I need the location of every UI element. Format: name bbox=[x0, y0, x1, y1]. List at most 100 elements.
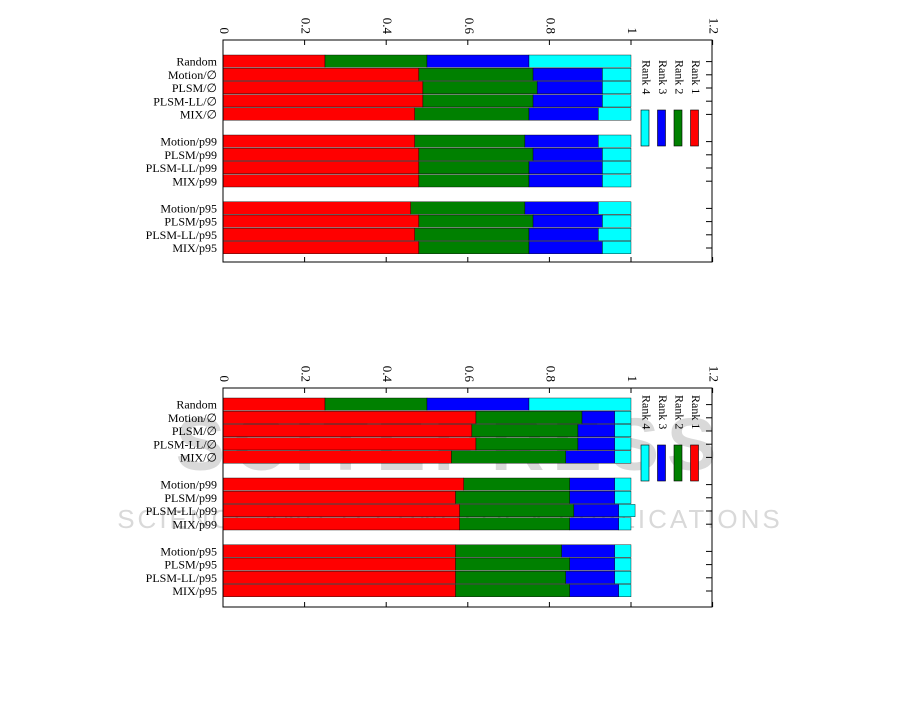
bar-rank-4-8 bbox=[618, 504, 636, 517]
x-tick-label: 0.6 bbox=[462, 366, 477, 383]
bar-rank-1-5 bbox=[222, 107, 415, 121]
bar-rank-1-10 bbox=[222, 201, 411, 215]
bar-rank-3-4 bbox=[532, 94, 603, 108]
bar-rank-2-11 bbox=[418, 214, 534, 228]
bar-rank-2-7 bbox=[418, 147, 534, 161]
bar-rank-1-7 bbox=[222, 147, 420, 161]
bar-rank-4-9 bbox=[618, 517, 632, 531]
bar-rank-3-9 bbox=[528, 174, 603, 188]
category-label: Random bbox=[176, 398, 217, 412]
bar-rank-4-7 bbox=[602, 147, 632, 161]
category-label: MIX/p95 bbox=[172, 241, 217, 255]
bar-rank-3-10 bbox=[524, 201, 599, 215]
x-tick-label: 0 bbox=[217, 376, 232, 383]
bar-rank-2-1 bbox=[324, 54, 428, 68]
bar-rank-2-9 bbox=[459, 517, 571, 531]
legend-label: Rank 4 bbox=[639, 395, 653, 429]
bar-rank-3-1 bbox=[426, 397, 530, 411]
category-label: MIX/p95 bbox=[172, 584, 217, 598]
bar-rank-1-9 bbox=[222, 174, 420, 188]
bar-rank-3-8 bbox=[573, 504, 619, 517]
bar-rank-1-3 bbox=[222, 81, 424, 95]
bar-rank-4-1 bbox=[528, 54, 632, 68]
category-label: Motion/p95 bbox=[160, 545, 217, 559]
category-label: PLSM/p95 bbox=[164, 558, 217, 572]
bar-rank-2-12 bbox=[455, 571, 566, 584]
bar-rank-4-10 bbox=[614, 544, 632, 558]
bar-rank-2-10 bbox=[455, 544, 562, 558]
category-label: PLSM-LL/∅ bbox=[153, 94, 217, 108]
bar-rank-1-12 bbox=[222, 571, 456, 584]
x-tick-label: 0 bbox=[217, 28, 232, 35]
category-label: PLSM/∅ bbox=[172, 424, 217, 438]
legend-label: Rank 3 bbox=[656, 395, 670, 429]
bar-rank-3-12 bbox=[565, 571, 615, 584]
bar-rank-1-2 bbox=[222, 67, 420, 81]
bar-rank-3-10 bbox=[561, 544, 615, 558]
category-label: PLSM-LL/p99 bbox=[146, 161, 217, 175]
category-label: PLSM/p99 bbox=[164, 148, 217, 162]
bar-rank-4-11 bbox=[614, 557, 632, 571]
bar-rank-2-10 bbox=[410, 201, 526, 215]
bar-rank-1-5 bbox=[222, 450, 452, 464]
bar-rank-2-11 bbox=[455, 557, 570, 571]
category-label: PLSM-LL/∅ bbox=[153, 437, 217, 451]
legend-label: Rank 4 bbox=[639, 60, 653, 94]
bar-rank-2-3 bbox=[471, 424, 579, 437]
bar-rank-3-6 bbox=[524, 134, 599, 148]
bar-rank-1-8 bbox=[222, 161, 420, 174]
bar-rank-1-12 bbox=[222, 227, 415, 241]
bar-rank-4-5 bbox=[614, 450, 632, 464]
bar-rank-1-9 bbox=[222, 517, 460, 531]
bar-rank-2-8 bbox=[459, 504, 575, 517]
bar-rank-3-5 bbox=[565, 450, 615, 464]
x-tick-label: 1.2 bbox=[707, 366, 722, 382]
legend-swatch bbox=[690, 109, 699, 147]
legend-swatch bbox=[657, 109, 666, 147]
bar-rank-4-4 bbox=[602, 94, 632, 108]
x-tick-label: 0.6 bbox=[462, 18, 477, 35]
legend-swatch bbox=[673, 444, 683, 482]
bar-rank-3-13 bbox=[528, 241, 603, 254]
bar-rank-3-11 bbox=[532, 214, 603, 228]
bar-rank-4-13 bbox=[602, 241, 632, 254]
x-tick-label: 1.2 bbox=[707, 18, 722, 34]
x-tick-label: 1 bbox=[625, 28, 640, 35]
bar-rank-4-13 bbox=[618, 584, 632, 598]
bar-rank-2-6 bbox=[414, 134, 526, 148]
category-label: Motion/∅ bbox=[168, 68, 217, 82]
category-label: PLSM-LL/p95 bbox=[146, 571, 217, 585]
bar-rank-3-2 bbox=[581, 411, 615, 424]
bar-rank-2-6 bbox=[463, 477, 571, 491]
bar-rank-4-5 bbox=[598, 107, 632, 121]
bar-rank-1-11 bbox=[222, 557, 456, 571]
legend-label: Rank 1 bbox=[689, 60, 703, 94]
legend-label: Rank 3 bbox=[656, 60, 670, 94]
bar-rank-1-7 bbox=[222, 491, 456, 504]
x-tick-label: 0.2 bbox=[299, 366, 314, 382]
category-label: Motion/p99 bbox=[160, 135, 217, 149]
bar-rank-2-9 bbox=[418, 174, 530, 188]
bar-rank-1-6 bbox=[222, 134, 415, 148]
category-label: PLSM/p95 bbox=[164, 215, 217, 229]
bar-rank-2-13 bbox=[455, 584, 570, 598]
category-label: Motion/p95 bbox=[160, 202, 217, 216]
category-label: Motion/∅ bbox=[168, 411, 217, 425]
bar-rank-4-9 bbox=[602, 174, 632, 188]
x-tick-label: 0.8 bbox=[543, 18, 558, 34]
bar-rank-4-2 bbox=[602, 67, 632, 81]
bar-rank-2-13 bbox=[418, 241, 530, 254]
bar-rank-2-4 bbox=[475, 437, 579, 451]
bar-rank-2-2 bbox=[475, 411, 583, 424]
bar-rank-3-3 bbox=[536, 81, 603, 95]
bar-rank-3-11 bbox=[569, 557, 615, 571]
bar-rank-2-3 bbox=[422, 81, 538, 95]
bar-rank-4-12 bbox=[598, 227, 632, 241]
bar-rank-2-5 bbox=[414, 107, 530, 121]
bar-rank-1-8 bbox=[222, 504, 460, 517]
bar-rank-2-7 bbox=[455, 491, 570, 504]
